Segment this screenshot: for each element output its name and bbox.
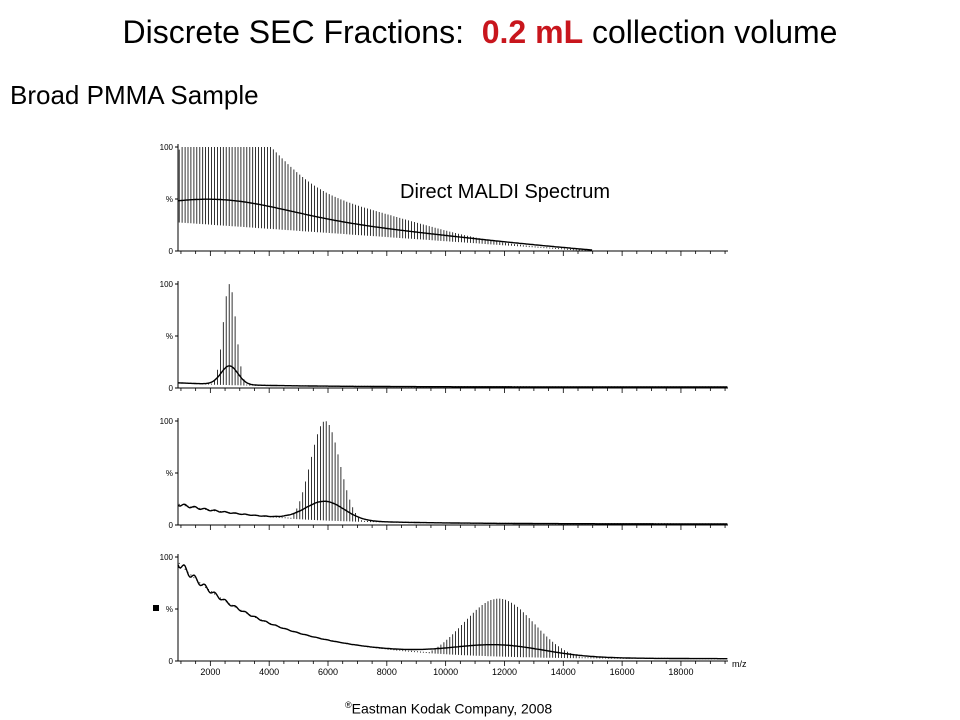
x-tick-label: 4000 [259,667,279,677]
x-tick-label: 2000 [200,667,220,677]
y-tick-label: % [166,605,173,614]
y-tick-label: % [166,195,173,204]
x-tick-label: 6000 [318,667,338,677]
oligomer-peaks [178,284,727,388]
oligomer-peaks [178,421,727,525]
y-tick-label: 100 [160,143,174,152]
slide-subtitle: Broad PMMA Sample [10,80,259,110]
panel-annotation: Direct MALDI Spectrum [400,181,610,203]
registered-mark: ® [345,700,352,710]
spectrum-4: 0% 100 2000 4000 6000 8000 10000 12000 14000 1600… [160,553,747,677]
y-tick-label: 100 [160,417,174,426]
x-tick-label: 8000 [377,667,397,677]
y-tick-label: 0 [169,384,174,393]
x-tick-label: 14000 [551,667,576,677]
y-tick-label: 0 [169,247,174,256]
y-tick-label: % [166,469,173,478]
x-tick-label: 18000 [668,667,693,677]
oligomer-peaks [178,562,727,660]
oligomer-peaks [178,147,592,251]
bullet-marker [153,605,159,611]
copyright-text: Eastman Kodak Company, 2008 [351,700,553,717]
x-tick-label: 16000 [610,667,635,677]
title-part-1: Discrete SEC Fractions: [122,14,464,50]
copyright-notice: ®Eastman Kodak Company, 2008 [345,700,552,717]
y-tick-label: % [166,332,173,341]
x-axis-label: m/z [732,659,747,669]
slide-title: Discrete SEC Fractions: 0.2 mL collectio… [0,14,960,51]
baseline-trace [177,365,728,388]
spectrum-2: 0% 100 [160,280,728,393]
baseline-trace [177,198,593,251]
y-tick-label: 0 [169,657,174,666]
y-tick-label: 100 [160,280,174,289]
baseline-trace [177,500,728,525]
x-tick-label: 12000 [492,667,517,677]
spectrum-3: 0% 100 [160,417,728,530]
y-tick-label: 100 [160,553,174,562]
x-tick-label: 10000 [433,667,458,677]
title-part-3: collection volume [592,14,838,50]
baseline-trace [177,564,728,660]
y-tick-label: 0 [169,521,174,530]
spectrum-1: 0% 100 Direct MALDI Spectrum [160,143,728,256]
title-highlight: 0.2 mL [481,14,584,50]
